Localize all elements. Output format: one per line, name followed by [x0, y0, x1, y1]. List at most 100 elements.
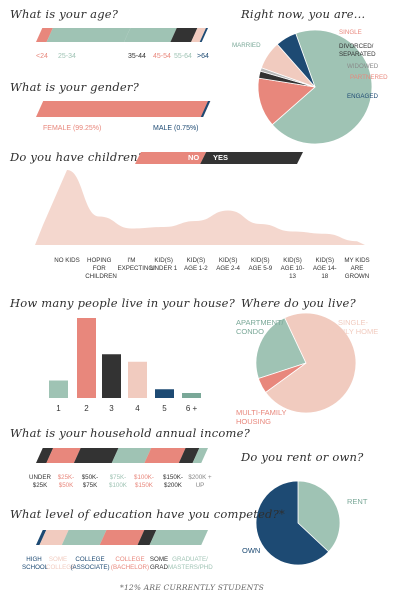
- income-label-0: UNDER $25K: [28, 474, 51, 489]
- location-slice-0: [255, 317, 307, 379]
- gender-female-label: FEMALE (99.25%): [43, 125, 102, 132]
- education-label-1: SOME COLLEGE: [46, 556, 76, 571]
- household-label-5: 6 +: [185, 404, 198, 413]
- children-label-2: I'M EXPECTING!: [117, 257, 155, 272]
- education-segment-1: [39, 530, 69, 545]
- age-segment-5: [199, 28, 208, 42]
- education-label-0: HIGH SCHOOL: [22, 556, 49, 571]
- income-segment-0: [36, 448, 54, 463]
- children-label-1: HOPING FOR CHILDREN: [85, 257, 117, 280]
- children-label-8: KID(S) AGE 14-18: [312, 257, 337, 280]
- location-label-0: APARTMENT/ CONDO: [236, 318, 284, 337]
- children-label-4: KID(S) AGE 1-2: [184, 257, 208, 272]
- rent-question: Do you rent or own?: [241, 450, 364, 464]
- children-label-3: KID(S) UNDER 1: [150, 257, 178, 272]
- income-segment-4: [144, 448, 186, 463]
- age-svg: [36, 28, 208, 42]
- education-segment-2: [61, 530, 107, 545]
- children-label-6: KID(S) AGE 5-9: [248, 257, 273, 272]
- age-stacked-bar: [36, 28, 208, 42]
- age-segment-1: [46, 28, 131, 42]
- education-label-2: COLLEGE (ASSOCIATE): [70, 556, 110, 571]
- income-label-1: $25K- $50K: [57, 474, 75, 489]
- education-svg: [36, 530, 208, 545]
- location-slice-1: [264, 312, 357, 414]
- household-label-3: 4: [135, 404, 140, 413]
- income-label-4: $100K- $150K: [134, 474, 154, 489]
- relationship-label-2: DIVORCED/ SEPARATED: [339, 43, 376, 58]
- relationship-slice-5: [276, 32, 316, 88]
- income-stacked-bar: [36, 448, 208, 463]
- income-label-2: $50K- $75K: [81, 474, 99, 489]
- income-label-6: $200K + UP: [188, 474, 212, 489]
- income-segment-2: [73, 448, 119, 463]
- location-label-2: MULTI-FAMILY HOUSING: [236, 408, 287, 427]
- gender-male-label: MALE (0.75%): [153, 125, 199, 132]
- age-segment-4: [191, 28, 206, 42]
- children-label-0: NO KIDS: [54, 257, 80, 264]
- household-label-2: 3: [109, 404, 114, 413]
- age-segment-0: [36, 28, 53, 42]
- education-label-4: SOME GRAD: [149, 556, 169, 571]
- education-segment-4: [137, 530, 157, 545]
- income-segment-3: [111, 448, 152, 463]
- income-segment-1: [46, 448, 81, 463]
- income-label-3: $75K- $100K: [109, 474, 127, 489]
- income-segment-5: [178, 448, 200, 463]
- children-question: Do you have children?: [10, 150, 145, 164]
- household-bar-0: [49, 380, 68, 398]
- education-segment-0: [36, 530, 47, 545]
- children-yes-segment: [200, 152, 303, 164]
- age-label-3: 45-54: [153, 53, 171, 60]
- gender-stacked-bar: [36, 101, 211, 117]
- household-question: How many people live in your house?: [10, 296, 236, 310]
- income-question: What is your household annual income?: [10, 426, 251, 440]
- education-segment-3: [99, 530, 145, 545]
- age-label-1: 25-34: [58, 53, 76, 60]
- age-label-5: >64: [197, 53, 209, 60]
- age-segment-3: [170, 28, 198, 42]
- household-bar-1: [77, 318, 96, 398]
- income-segment-6: [192, 448, 208, 463]
- rent-slice-0: [297, 480, 341, 553]
- children-label-9: MY KIDS ARE GROWN: [344, 257, 370, 280]
- children-no-label: NO: [188, 153, 200, 162]
- relationship-slice-0: [271, 29, 373, 145]
- age-label-2: 35-44: [128, 53, 146, 60]
- relationship-label-0: MARRIED: [232, 42, 261, 49]
- education-label-3: COLLEGE (BACHELOR): [110, 556, 150, 571]
- children-label-5: KID(S) AGE 2-4: [216, 257, 240, 272]
- household-label-4: 5: [162, 404, 167, 413]
- household-bar-4: [155, 389, 174, 398]
- age-label-0: <24: [36, 53, 48, 60]
- gender-segment-0: [36, 101, 211, 117]
- gender-question: What is your gender?: [10, 80, 139, 94]
- children-label-7: KID(S) AGE 10-13: [280, 257, 305, 280]
- children-yes-label: YES: [213, 153, 229, 162]
- education-question: What level of education have you compete…: [10, 507, 285, 521]
- income-svg: [36, 448, 208, 463]
- education-label-5: GRADUATE/ MASTERS/PHD: [168, 556, 213, 571]
- household-label-1: 2: [84, 404, 89, 413]
- rent-label: RENT: [347, 497, 368, 506]
- location-label-1: SINGLE-FAMILY HOME: [327, 318, 379, 337]
- footnote: *12% ARE CURRENTLY STUDENTS: [120, 583, 265, 592]
- relationship-label-3: WIDOWED: [347, 63, 379, 70]
- education-segment-5: [149, 530, 208, 545]
- age-question: What is your age?: [10, 7, 119, 21]
- education-stacked-bar: [36, 530, 208, 545]
- relationship-label-1: SINGLE: [339, 29, 362, 36]
- gender-svg: [36, 101, 211, 117]
- location-slice-2: [257, 362, 307, 393]
- household-bar-3: [128, 361, 147, 398]
- rent-slice-1: [255, 480, 330, 566]
- children-area: [35, 170, 365, 245]
- household-bar-2: [102, 354, 121, 398]
- relationship-label-4: PARTNERED: [350, 74, 388, 81]
